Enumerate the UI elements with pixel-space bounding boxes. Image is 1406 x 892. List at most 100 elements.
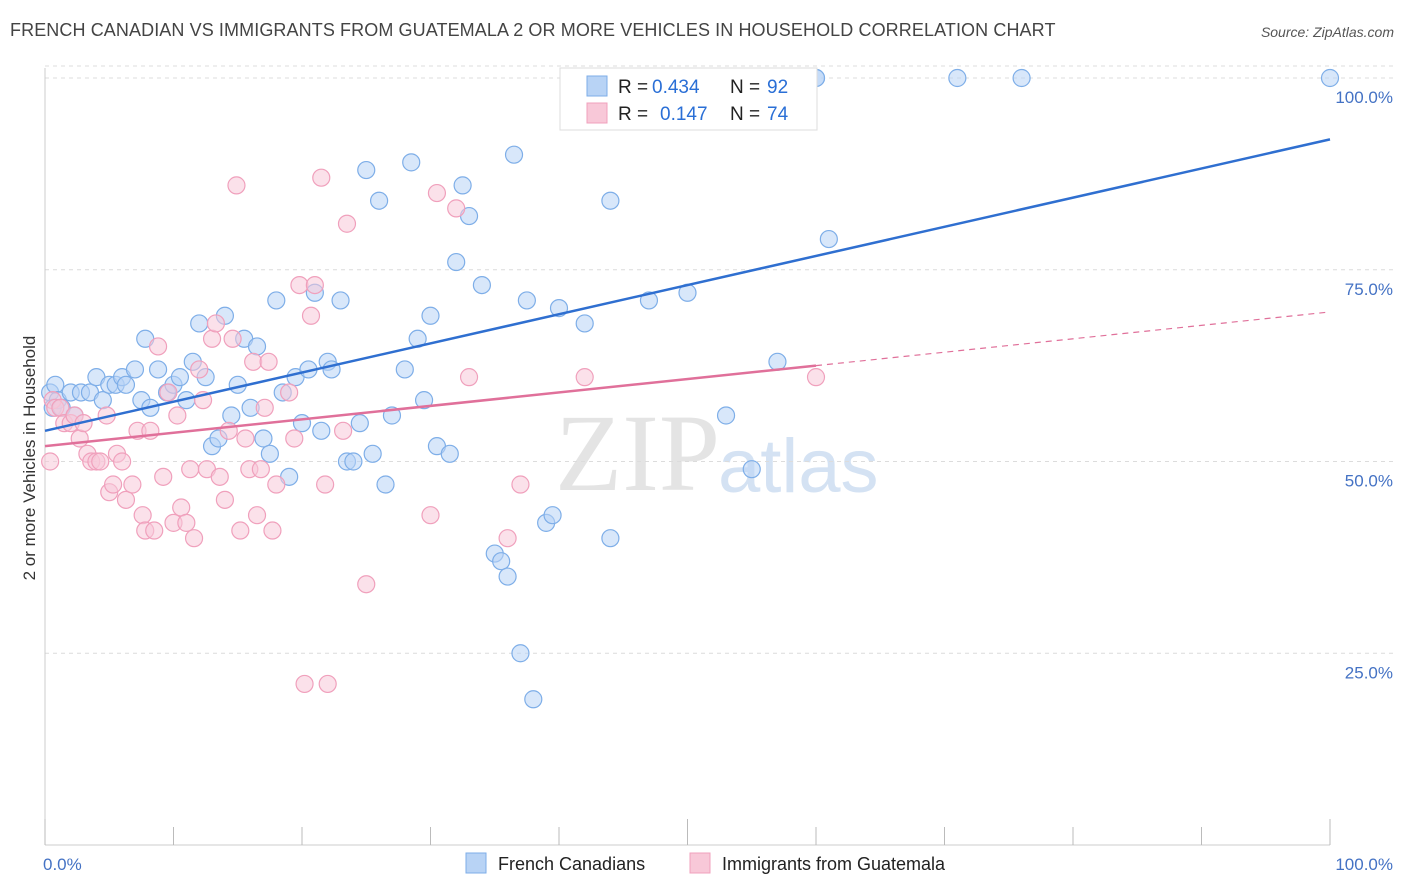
series-legend-label-1: Immigrants from Guatemala xyxy=(722,854,946,874)
point-series-1-21 xyxy=(133,506,152,525)
point-series-1-25 xyxy=(148,337,168,356)
point-series-0-70 xyxy=(504,145,524,164)
point-series-0-64 xyxy=(453,176,472,195)
point-series-1-73 xyxy=(806,368,826,387)
point-series-1-59 xyxy=(305,275,324,295)
point-series-1-41 xyxy=(219,421,238,440)
point-series-0-91 xyxy=(1320,68,1340,88)
point-series-1-18 xyxy=(116,490,136,509)
series-legend-swatch-0 xyxy=(465,852,487,874)
point-series-1-45 xyxy=(236,429,255,448)
y-tick-label-1: 50.0% xyxy=(1345,472,1393,491)
point-series-0-83 xyxy=(716,406,736,425)
legend-r-value-0: 0.434 xyxy=(652,77,700,98)
data-points xyxy=(41,68,1340,709)
point-series-1-49 xyxy=(251,460,270,479)
point-series-1-33 xyxy=(184,529,204,548)
point-series-1-57 xyxy=(295,674,314,694)
trend-line-1 xyxy=(44,364,817,448)
point-series-1-0 xyxy=(41,452,60,471)
point-series-0-10 xyxy=(93,391,112,410)
point-series-1-44 xyxy=(231,521,250,540)
watermark-zip: ZIP xyxy=(555,392,720,514)
point-series-1-65 xyxy=(357,575,376,594)
point-series-0-69 xyxy=(498,567,517,586)
point-series-0-73 xyxy=(524,690,543,709)
point-series-0-84 xyxy=(742,460,761,479)
watermark: ZIP atlas xyxy=(555,392,879,514)
legend-r-value-1: 0.147 xyxy=(660,104,708,125)
point-series-1-47 xyxy=(244,352,263,371)
point-series-0-77 xyxy=(575,314,594,333)
axes xyxy=(44,68,1331,846)
stats-legend: R = 0.434 N = 92 R = 0.147 N = 74 xyxy=(559,67,818,131)
point-series-1-39 xyxy=(210,467,229,486)
point-series-1-34 xyxy=(190,360,209,379)
point-series-0-30 xyxy=(222,406,241,425)
point-series-0-22 xyxy=(170,368,190,387)
point-series-1-37 xyxy=(202,329,222,348)
point-series-0-51 xyxy=(357,160,376,180)
point-series-1-71 xyxy=(511,475,530,494)
y-tick-label-0: 25.0% xyxy=(1345,663,1393,682)
point-series-1-50 xyxy=(255,398,274,417)
point-series-1-52 xyxy=(263,521,282,540)
point-series-0-54 xyxy=(376,475,395,494)
point-series-0-57 xyxy=(402,153,421,172)
point-series-0-37 xyxy=(267,291,286,310)
point-series-1-17 xyxy=(112,452,132,471)
point-series-0-56 xyxy=(395,360,414,379)
point-series-1-12 xyxy=(91,452,110,471)
point-series-0-44 xyxy=(312,421,331,440)
chart-source: Source: ZipAtlas.com xyxy=(1260,24,1394,40)
point-series-0-52 xyxy=(363,444,382,463)
point-series-0-34 xyxy=(247,337,267,356)
point-series-0-75 xyxy=(543,506,562,525)
point-series-0-90 xyxy=(1012,68,1031,88)
trend-line-0 xyxy=(44,138,1331,433)
chart-title: FRENCH CANADIAN VS IMMIGRANTS FROM GUATE… xyxy=(10,20,1056,40)
point-series-0-71 xyxy=(511,644,530,663)
point-series-1-70 xyxy=(498,529,517,548)
point-series-0-66 xyxy=(472,275,491,295)
series-legend: French Canadians Immigrants from Guatema… xyxy=(465,852,946,874)
point-series-1-58 xyxy=(301,306,321,325)
x-tick-label-min: 0.0% xyxy=(43,855,82,874)
point-series-0-88 xyxy=(819,229,838,249)
point-series-1-24 xyxy=(145,521,164,540)
point-series-1-61 xyxy=(316,475,335,494)
point-series-1-56 xyxy=(290,275,309,295)
point-series-0-47 xyxy=(331,291,350,310)
point-series-1-64 xyxy=(337,214,357,233)
trend-lines xyxy=(44,138,1331,448)
trend-line-ext-1 xyxy=(815,311,1331,367)
point-series-0-72 xyxy=(517,291,536,310)
y-tick-label-2: 75.0% xyxy=(1345,280,1393,299)
legend-swatch-french-canadians xyxy=(586,75,608,97)
point-series-1-72 xyxy=(575,368,594,387)
point-series-0-89 xyxy=(948,68,967,88)
point-series-1-42 xyxy=(223,329,242,348)
point-series-1-55 xyxy=(285,429,304,448)
point-series-1-31 xyxy=(177,513,196,532)
point-series-1-43 xyxy=(227,176,246,195)
point-series-1-7 xyxy=(70,429,89,448)
point-series-1-68 xyxy=(447,199,466,218)
point-series-0-19 xyxy=(148,360,168,379)
point-series-0-15 xyxy=(125,360,145,379)
point-series-1-32 xyxy=(181,460,200,479)
point-series-1-38 xyxy=(206,314,226,333)
point-series-0-14 xyxy=(116,375,136,394)
watermark-atlas: atlas xyxy=(718,424,879,509)
point-series-0-78 xyxy=(601,191,620,210)
point-series-0-2 xyxy=(46,375,65,394)
point-series-1-66 xyxy=(421,506,440,525)
series-legend-label-0: French Canadians xyxy=(498,854,645,874)
point-series-0-49 xyxy=(344,452,363,471)
point-series-0-25 xyxy=(190,314,209,333)
point-series-0-36 xyxy=(260,444,279,463)
point-series-0-63 xyxy=(447,252,466,272)
x-tick-label-max: 100.0% xyxy=(1335,855,1393,874)
point-series-0-59 xyxy=(414,391,434,410)
